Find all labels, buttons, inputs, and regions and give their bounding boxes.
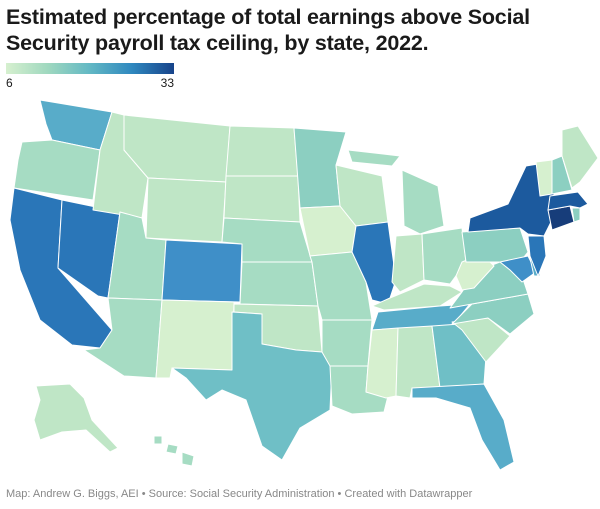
state-new-jersey	[527, 235, 547, 277]
state-michigan	[347, 149, 445, 235]
legend-min-label: 6	[6, 76, 13, 90]
map-credits: Map: Andrew G. Biggs, AEI • Source: Soci…	[6, 488, 473, 500]
state-new-york	[467, 161, 557, 237]
state-indiana	[391, 233, 425, 293]
state-new-mexico	[155, 299, 235, 379]
state-massachusetts	[547, 191, 589, 211]
legend-max-label: 33	[160, 76, 174, 90]
state-hawaii	[153, 435, 195, 467]
color-legend: 6 33	[6, 63, 174, 90]
us-choropleth-map	[9, 99, 599, 471]
state-alaska	[33, 383, 119, 453]
state-texas	[171, 311, 333, 461]
state-oregon	[13, 139, 101, 201]
state-wyoming	[145, 177, 227, 243]
state-mississippi	[365, 327, 399, 399]
map-title: Estimated percentage of total earnings a…	[6, 5, 530, 55]
state-kansas	[239, 261, 319, 307]
state-kentucky	[371, 283, 463, 311]
state-arkansas	[321, 319, 373, 367]
legend-labels: 6 33	[6, 76, 174, 90]
state-maine	[561, 125, 599, 189]
state-rhode-island	[571, 207, 581, 223]
legend-gradient-bar	[6, 63, 174, 74]
state-pennsylvania	[461, 227, 529, 263]
state-north-dakota	[225, 125, 299, 177]
state-south-dakota	[223, 175, 301, 223]
state-colorado	[161, 239, 243, 303]
state-maryland	[499, 255, 537, 283]
state-florida	[411, 383, 515, 471]
state-new-hampshire	[551, 155, 573, 195]
